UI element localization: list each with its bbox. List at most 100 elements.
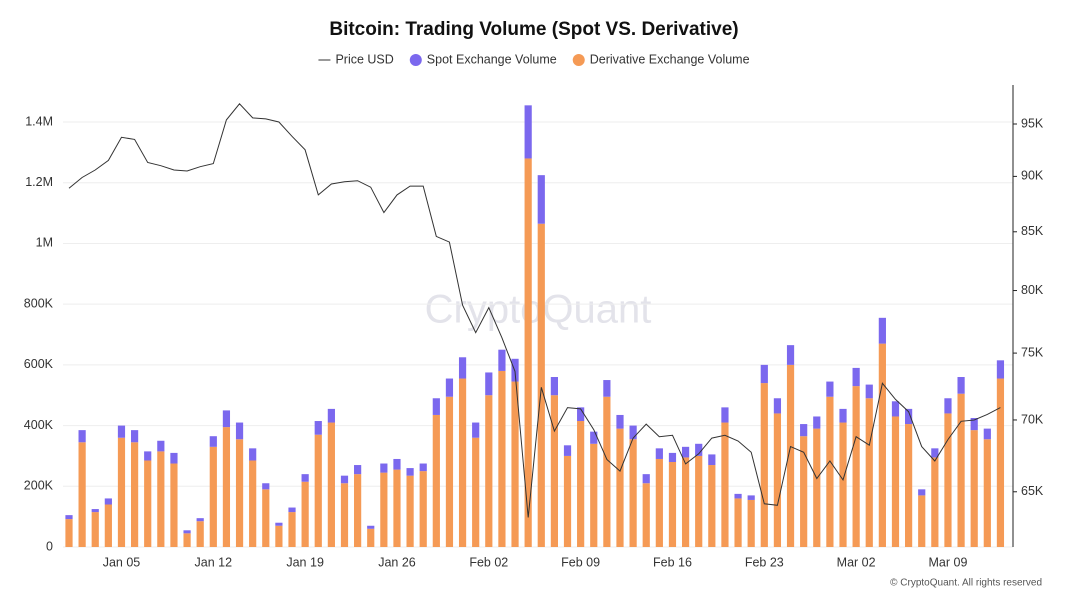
bar: [511, 381, 519, 547]
bar: [524, 158, 532, 547]
bar: [786, 345, 795, 365]
bar: [157, 451, 165, 547]
y2-tick-label: 70K: [1021, 412, 1044, 426]
bar: [314, 421, 322, 435]
x-tick-label: Jan 12: [195, 555, 233, 569]
bar: [563, 455, 572, 547]
bar: [865, 398, 873, 547]
bar: [721, 422, 729, 547]
bar: [931, 448, 939, 458]
bar: [708, 465, 716, 547]
bar: [996, 378, 1005, 547]
bar: [65, 515, 73, 520]
bar: [550, 395, 558, 547]
bar: [393, 458, 401, 470]
chart-title: Bitcoin: Trading Volume (Spot VS. Deriva…: [329, 19, 738, 40]
bar: [577, 407, 585, 422]
y-tick-label: 1M: [36, 236, 53, 250]
bar: [458, 357, 467, 379]
bar: [891, 416, 900, 547]
bar: [550, 377, 558, 396]
bar: [655, 458, 663, 547]
bar: [65, 519, 73, 547]
bar: [117, 425, 126, 438]
bar: [249, 460, 257, 547]
bar: [472, 437, 480, 547]
y-tick-label: 0: [46, 539, 53, 553]
bar: [642, 474, 650, 484]
y-tick-label: 800K: [24, 296, 54, 310]
x-tick-label: Feb 23: [745, 555, 784, 569]
x-tick-label: Mar 02: [837, 555, 876, 569]
bar: [445, 378, 454, 397]
legend-label: Spot Exchange Volume: [427, 52, 557, 66]
bar: [931, 457, 939, 547]
bar: [878, 343, 886, 547]
bar: [905, 424, 913, 547]
bar: [773, 398, 782, 414]
bar: [891, 401, 900, 417]
y-tick-label: 1.2M: [25, 175, 53, 189]
bar: [262, 483, 270, 490]
bar: [170, 452, 178, 464]
price-line: [68, 103, 1001, 518]
bar: [288, 507, 296, 513]
bar: [354, 465, 362, 475]
bar: [747, 499, 755, 547]
bar: [222, 410, 231, 428]
bar: [590, 431, 598, 444]
bar: [577, 421, 585, 547]
bar: [209, 436, 217, 447]
bar: [196, 518, 204, 522]
x-tick-label: Feb 02: [469, 555, 508, 569]
y2-tick-label: 95K: [1021, 116, 1044, 130]
y2-tick-label: 75K: [1021, 345, 1044, 359]
bar: [419, 471, 427, 547]
bar: [563, 445, 572, 456]
bar: [301, 481, 309, 547]
bar: [905, 408, 913, 425]
bar: [275, 525, 283, 547]
bar: [144, 451, 152, 461]
bar: [340, 483, 349, 547]
bar: [485, 372, 493, 396]
bar: [275, 522, 283, 526]
bar: [668, 452, 677, 463]
bar: [78, 430, 86, 443]
bar: [170, 463, 178, 547]
bar: [944, 398, 952, 414]
bar: [983, 439, 991, 547]
bar: [918, 495, 926, 547]
legend-label: Price USD: [335, 52, 393, 66]
bar: [144, 460, 152, 547]
bar: [734, 493, 742, 499]
bar: [183, 533, 191, 547]
bar: [104, 498, 112, 505]
y2-tick-label: 80K: [1021, 283, 1044, 297]
bar: [235, 439, 244, 547]
bar: [222, 427, 231, 547]
bar: [629, 439, 637, 547]
bar: [183, 530, 191, 534]
bar: [301, 474, 309, 482]
bar: [380, 472, 388, 547]
bar: [262, 489, 270, 547]
bar: [681, 446, 690, 458]
bar: [327, 422, 335, 547]
bar: [196, 521, 204, 547]
bar: [813, 416, 821, 429]
footer: © CryptoQuant. All rights reserved: [890, 578, 1042, 589]
y-tick-label: 200K: [24, 479, 54, 493]
bar: [235, 422, 244, 440]
bar: [800, 424, 808, 437]
bar: [629, 425, 637, 440]
bar: [340, 475, 349, 484]
bar: [734, 498, 742, 547]
bar: [524, 105, 532, 159]
bar: [367, 525, 375, 529]
bar: [957, 393, 965, 547]
x-tick-label: Mar 09: [929, 555, 968, 569]
bar: [865, 384, 873, 399]
x-tick-label: Feb 16: [653, 555, 692, 569]
